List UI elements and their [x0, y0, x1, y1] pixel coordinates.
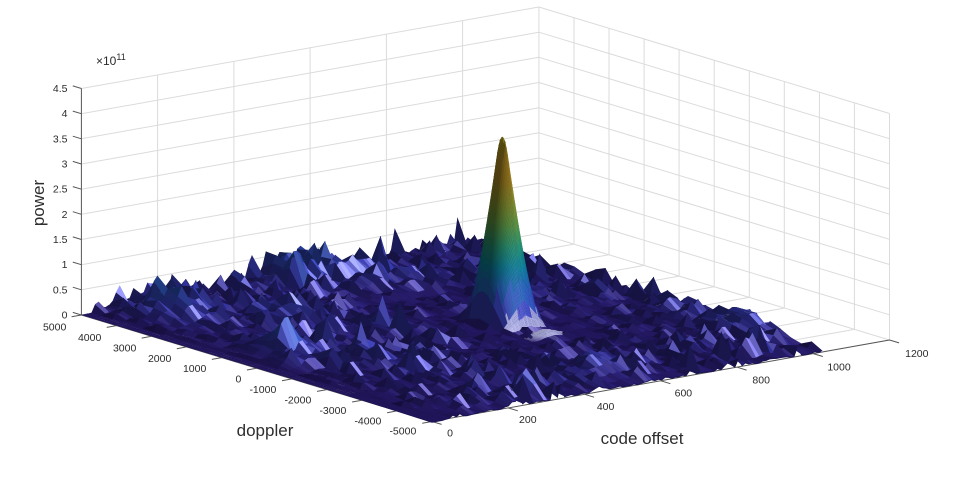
- svg-text:-2000: -2000: [284, 394, 311, 406]
- svg-text:0: 0: [62, 310, 68, 322]
- svg-text:2: 2: [62, 209, 68, 221]
- svg-text:1: 1: [62, 259, 68, 271]
- svg-text:doppler: doppler: [237, 421, 294, 440]
- svg-text:3000: 3000: [113, 342, 137, 354]
- svg-text:1200: 1200: [905, 348, 929, 360]
- svg-text:2000: 2000: [148, 353, 172, 365]
- svg-text:1.5: 1.5: [53, 234, 68, 246]
- svg-text:power: power: [29, 180, 48, 227]
- svg-text:3.5: 3.5: [53, 133, 68, 145]
- svg-text:0.5: 0.5: [53, 284, 68, 296]
- svg-text:0: 0: [235, 374, 241, 386]
- svg-text:600: 600: [675, 388, 693, 400]
- svg-text:1000: 1000: [827, 361, 851, 373]
- svg-text:0: 0: [447, 427, 453, 439]
- svg-text:-3000: -3000: [319, 405, 346, 417]
- svg-text:4.5: 4.5: [53, 83, 68, 95]
- svg-text:1000: 1000: [183, 363, 207, 375]
- svg-text:2.5: 2.5: [53, 184, 68, 196]
- svg-text:code offset: code offset: [601, 429, 684, 448]
- svg-text:-4000: -4000: [354, 415, 381, 427]
- svg-text:800: 800: [752, 375, 770, 387]
- svg-text:-5000: -5000: [389, 426, 416, 438]
- svg-text:4000: 4000: [78, 332, 102, 344]
- svg-text:400: 400: [597, 401, 615, 413]
- svg-text:4: 4: [62, 108, 68, 120]
- svg-text:×1011: ×1011: [96, 52, 126, 68]
- svg-text:200: 200: [519, 414, 537, 426]
- svg-text:-1000: -1000: [249, 384, 276, 396]
- svg-text:3: 3: [62, 159, 68, 171]
- svg-text:5000: 5000: [43, 322, 67, 334]
